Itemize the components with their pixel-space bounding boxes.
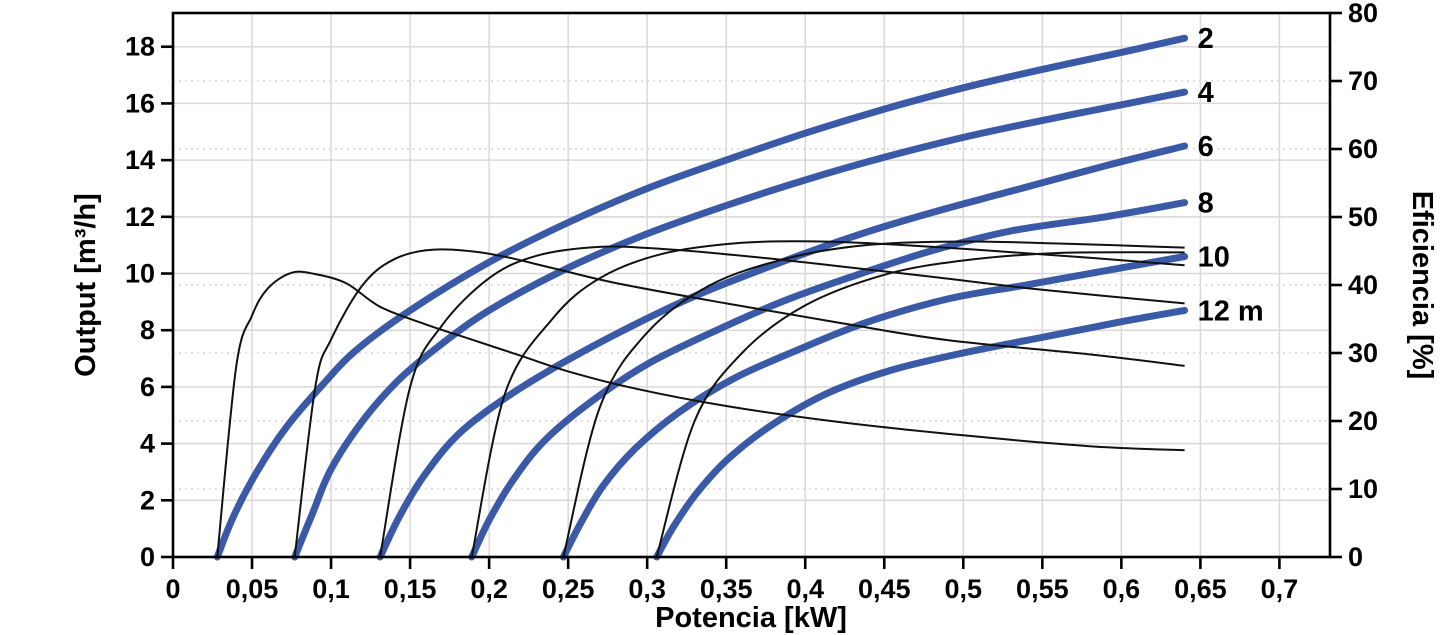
x-tick-label: 0,55 (1016, 574, 1069, 604)
pump-curve-10 (559, 253, 1189, 561)
x-tick-label: 0,6 (1103, 574, 1141, 604)
x-tick-label: 0,25 (542, 574, 595, 604)
efficiency-curve-2 (216, 270, 1185, 558)
y-right-tick-label: 50 (1348, 202, 1378, 232)
y-right-tick-label: 10 (1348, 474, 1378, 504)
curve-label-10: 10 (1198, 242, 1230, 274)
x-tick-label: 0 (165, 574, 180, 604)
efficiency-curves (216, 240, 1185, 558)
pump-curve-6 (376, 142, 1189, 561)
x-tick-label: 0,7 (1261, 574, 1299, 604)
y-left-tick-label: 14 (125, 145, 155, 175)
pump-curve-8 (468, 199, 1189, 561)
curve-label-12: 12 m (1198, 295, 1264, 327)
pump-curve-2 (213, 34, 1189, 561)
y-left-tick-label: 4 (140, 429, 155, 459)
y-left-tick-label: 12 (125, 202, 155, 232)
curve-label-2: 2 (1198, 23, 1214, 55)
x-tick-label: 0,5 (945, 574, 983, 604)
curve-label-8: 8 (1198, 188, 1214, 220)
y-right-tick-label: 30 (1348, 338, 1378, 368)
x-tick-label: 0,15 (384, 574, 437, 604)
y-left-tick-label: 18 (125, 32, 155, 62)
curve-label-4: 4 (1198, 77, 1214, 109)
x-tick-label: 0,1 (312, 574, 350, 604)
y-right-tick-label: 70 (1348, 66, 1378, 96)
y-left-tick-label: 16 (125, 88, 155, 118)
x-tick-label: 0,35 (700, 574, 753, 604)
pump-curve-4 (291, 88, 1189, 561)
y-left-tick-label: 10 (125, 259, 155, 289)
x-tick-label: 0,45 (858, 574, 911, 604)
curve-label-6: 6 (1198, 131, 1214, 163)
y-right-tick-label: 0 (1348, 542, 1363, 572)
y-right-tick-label: 80 (1348, 0, 1378, 28)
x-tick-label: 0,05 (226, 574, 279, 604)
x-tick-label: 0,65 (1174, 574, 1227, 604)
y-left-tick-label: 8 (140, 315, 155, 345)
y-right-tick-label: 40 (1348, 270, 1378, 300)
x-axis-title: Potencia [kW] (655, 602, 847, 634)
axis-ticks (161, 11, 1342, 569)
efficiency-curve-4 (293, 248, 1185, 558)
y-right-tick-label: 20 (1348, 406, 1378, 436)
efficiency-curve-8 (470, 240, 1185, 558)
tick-labels: 0 0,05 0,1 0,15 0,2 0,25 0,3 0,35 0,4 0,45 0,5 0,55… (125, 0, 1378, 604)
curve-labels: 2 4 6 8 10 12 m (1198, 23, 1264, 327)
y-left-tick-label: 6 (140, 372, 155, 402)
x-tick-label: 0,4 (786, 574, 824, 604)
efficiency-curve-10 (562, 240, 1185, 558)
x-tick-label: 0,3 (628, 574, 666, 604)
x-tick-label: 0,2 (470, 574, 508, 604)
right-axis-title: Eficiencia [%] (1406, 191, 1438, 380)
pump-curve-12 (653, 306, 1189, 561)
y-left-tick-label: 0 (140, 542, 155, 572)
y-right-tick-label: 60 (1348, 134, 1378, 164)
pump-curves (213, 34, 1189, 561)
y-left-tick-label: 2 (140, 485, 155, 515)
efficiency-curve-12 (655, 251, 1185, 558)
left-axis-title: Output [m³/h] (70, 193, 102, 377)
efficiency-curve-6 (379, 245, 1185, 558)
